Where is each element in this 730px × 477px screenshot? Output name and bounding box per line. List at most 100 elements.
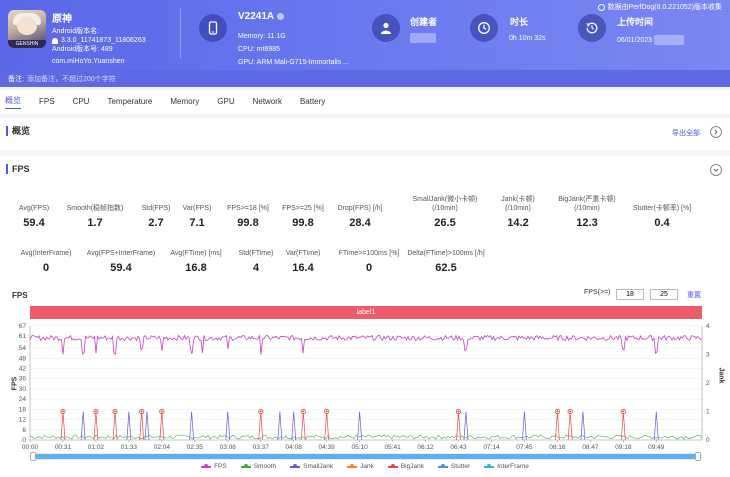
tab-gpu[interactable]: GPU xyxy=(217,96,235,106)
metric-label: Var(FTime) xyxy=(285,250,321,257)
fps-section-title: FPS xyxy=(6,164,30,174)
row1-metric-3: Var(FPS) 7.1 xyxy=(152,204,242,229)
legend-item-stutter[interactable]: Stutter xyxy=(437,463,470,470)
row2-metric-6: Delta(FTime)>100ms [/h] 62.5 xyxy=(401,249,491,274)
metric-label: Std(FPS) xyxy=(141,205,171,212)
row1-metric-6: Drop(FPS) [/h] 28.4 xyxy=(315,204,405,229)
time-range-scrollbar[interactable] xyxy=(30,452,702,461)
legend-swatch xyxy=(347,463,358,468)
device-cpu: CPU: mt6985 xyxy=(238,46,281,53)
metric-label: Delta(FTime)>100ms [/h] xyxy=(407,250,485,257)
row1-metric-4: FPS>=18 [%] 99.8 xyxy=(203,204,293,229)
metric-label: Avg(FTime) [ms] xyxy=(170,250,222,257)
metric-label: SmallJank(微小卡顿) xyxy=(412,196,478,203)
tab-temperature[interactable]: Temperature xyxy=(107,96,153,106)
metric-value: 2.7 xyxy=(148,217,164,229)
row2-metric-4: Var(FTime) 16.4 xyxy=(258,249,348,274)
legend-swatch xyxy=(240,463,251,468)
fps-threshold-25-input[interactable] xyxy=(650,289,678,300)
history-icon xyxy=(578,14,606,42)
metric-value: 99.8 xyxy=(292,217,314,229)
fps-collapse-icon[interactable] xyxy=(710,164,722,176)
metric-label-unit: (/10min) xyxy=(505,205,531,212)
metric-label: Stutter(卡顿率) [%] xyxy=(632,205,692,212)
row2-metric-3: Std(FTime) 4 xyxy=(211,249,301,274)
upload-value: 06/01/2023 xyxy=(617,35,685,45)
legend-item-jank[interactable]: Jank xyxy=(347,463,374,470)
perfdog-version-note[interactable]: 数据由PerfDog(8.0.221052)版本收集 xyxy=(597,2,722,12)
metric-value: 59.4 xyxy=(23,217,45,229)
legend-label: BigJank xyxy=(400,463,424,470)
metric-value: 28.4 xyxy=(349,217,371,229)
device-icon xyxy=(199,14,227,42)
row2-metric-0: Avg(InterFrame) 0 xyxy=(1,249,91,274)
tab-overview[interactable]: 概览 xyxy=(5,95,21,109)
metric-label: Avg(InterFrame) xyxy=(20,250,72,257)
metric-value: 12.3 xyxy=(576,217,598,229)
legend-item-interframe[interactable]: InterFrame xyxy=(484,463,529,470)
row1-metric-8: Jank(卡顿) (/10min) 14.2 xyxy=(473,195,563,229)
upload-label: 上传时间 xyxy=(617,17,654,27)
metric-label: FTime>=100ms [%] xyxy=(338,250,400,257)
overview-section: 概览 导出全部 xyxy=(0,118,730,150)
app-name: 原神 xyxy=(52,14,72,25)
android-icon xyxy=(52,37,58,44)
legend-label: SmallJank xyxy=(303,463,334,470)
app-meta: Android版本名: 3.3.0_11741873_11806263 Andr… xyxy=(52,27,146,54)
metric-value: 4 xyxy=(252,262,260,274)
overview-expand-icon[interactable] xyxy=(710,126,722,138)
app-icon: GENSHIN xyxy=(8,10,46,48)
tab-battery[interactable]: Battery xyxy=(299,96,326,106)
metric-value: 14.2 xyxy=(507,217,529,229)
row1-metric-7: SmallJank(微小卡顿) (/10min) 26.5 xyxy=(400,195,490,229)
tab-network[interactable]: Network xyxy=(252,96,282,106)
row1-metric-1: Smooth(稳帧指数) 1.7 xyxy=(50,204,140,229)
device-name: V2241A xyxy=(238,11,285,22)
scroll-handle-right[interactable] xyxy=(695,452,701,461)
export-all-link[interactable]: 导出全部 xyxy=(672,130,700,137)
legend-label: Jank xyxy=(360,463,374,470)
scroll-thumb[interactable] xyxy=(32,454,697,459)
legend-item-fps[interactable]: FPS xyxy=(201,463,227,470)
metric-label: FPS>=18 [%] xyxy=(227,205,269,212)
fps-threshold-18-input[interactable] xyxy=(616,289,644,300)
creator-label: 创建者 xyxy=(410,17,438,27)
tab-fps[interactable]: FPS xyxy=(39,96,55,106)
note-input[interactable]: 添加备注，不超过200个字符 xyxy=(26,75,116,83)
legend-item-smooth[interactable]: Smooth xyxy=(240,463,276,470)
metric-label: Std(FTime) xyxy=(238,250,274,257)
metric-value: 0.4 xyxy=(654,217,670,229)
info-icon[interactable] xyxy=(277,12,285,20)
note-bar[interactable]: 备注: 添加备注，不超过200个字符 xyxy=(0,70,730,87)
tab-cpu[interactable]: CPU xyxy=(72,96,90,106)
tab-memory[interactable]: Memory xyxy=(170,96,200,106)
export-icon xyxy=(597,3,605,11)
divider xyxy=(180,8,181,58)
report-header: GENSHIN 原神 Android版本名: 3.3.0_11741873_11… xyxy=(0,0,730,70)
legend-swatch xyxy=(484,463,495,468)
overview-title: 概览 xyxy=(6,126,30,136)
legend-label: FPS xyxy=(214,463,227,470)
legend-item-smalljank[interactable]: SmallJank xyxy=(290,463,333,470)
creator-value-redacted xyxy=(410,33,436,43)
label-band[interactable]: label1 xyxy=(30,306,702,319)
device-gpu: GPU: ARM Mali-G715-Immortalis ... xyxy=(238,59,349,66)
legend-swatch xyxy=(201,463,212,468)
duration-label: 时长 xyxy=(510,17,529,27)
metric-label: Avg(FPS+InterFrame) xyxy=(86,250,156,257)
reset-button[interactable]: 重置 xyxy=(687,292,701,299)
y-axis-title: FPS xyxy=(11,376,19,391)
legend-label: InterFrame xyxy=(497,463,529,470)
metric-label: Avg(FPS) xyxy=(18,205,50,212)
android-version-code: Android版本号: 489 xyxy=(52,46,113,53)
legend-item-bigjank[interactable]: BigJank xyxy=(387,463,424,470)
metric-value: 1.7 xyxy=(87,217,103,229)
metric-label: BigJank(严重卡顿) xyxy=(558,196,616,203)
metric-value: 7.1 xyxy=(189,217,205,229)
legend-swatch xyxy=(387,463,398,468)
device-memory: Memory: 11.1G xyxy=(238,33,286,40)
metric-label: Jank(卡顿) xyxy=(501,196,535,203)
row2-metric-5: FTime>=100ms [%] 0 xyxy=(324,249,414,274)
scroll-handle-left[interactable] xyxy=(30,452,36,461)
metric-value: 26.5 xyxy=(434,217,456,229)
